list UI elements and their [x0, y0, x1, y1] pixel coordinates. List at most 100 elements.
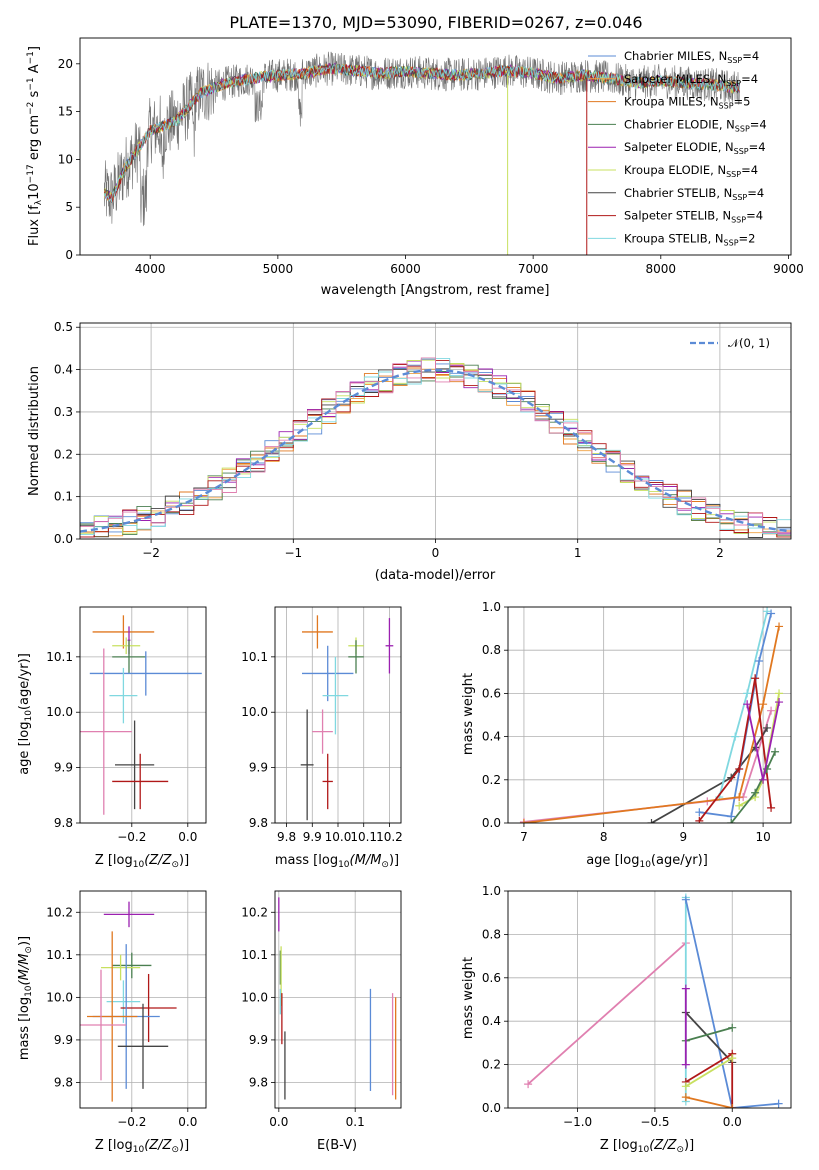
- mass-weight-marker: [524, 1080, 533, 1089]
- mass-weight-marker: [735, 765, 744, 773]
- errorbar-point: [112, 637, 141, 655]
- residual-y-label: Normed distribution: [27, 366, 42, 496]
- mass-weight-marker: [767, 609, 776, 618]
- mass-weight-lines: [519, 607, 784, 823]
- y-tick-label: 10.0: [241, 705, 268, 719]
- mass-weight-marker: [767, 706, 776, 715]
- model-spectrum-line: [103, 63, 740, 203]
- errorbar-point: [115, 720, 155, 810]
- y-tick-label: 10.0: [241, 990, 268, 1004]
- y-tick-label: 0.5: [54, 320, 73, 334]
- spectrum-legend-label: Salpeter ELODIE, NSSP=4: [624, 140, 766, 156]
- y-tick-label: 0.3: [54, 405, 73, 419]
- y-tick-label: 0.6: [482, 686, 501, 700]
- age-mass-x-label: mass [log10(M/M⊙)]: [275, 853, 399, 870]
- spectrum-legend-label: Kroupa ELODIE, NSSP=4: [624, 163, 758, 179]
- y-tick-label: 9.8: [249, 816, 268, 830]
- x-tick-label: 2: [716, 546, 724, 560]
- mass-weight-marker: [751, 674, 760, 683]
- axes-frame: [79, 606, 207, 824]
- spectrum-legend: Chabrier MILES, NSSP=4 Salpeter MILES, NS…: [588, 49, 767, 247]
- errorbar-point: [103, 901, 155, 928]
- errorbar-point: [300, 709, 314, 821]
- mass-weight-marker: [759, 700, 768, 709]
- axes-frame: [79, 37, 792, 256]
- mass-weight-marker: [695, 816, 704, 823]
- y-tick-label: 10.1: [241, 650, 268, 664]
- x-tick-label: 8: [600, 830, 608, 844]
- mass-weight-lines: [524, 893, 783, 1108]
- y-tick-label: 0.4: [482, 1014, 501, 1028]
- mass-vs-metallicity-plot: −0.2 0.0 9.8 9.9 10.0 10.1 10.2: [46, 890, 207, 1129]
- y-tick-label: 10.2: [46, 905, 73, 919]
- age-z-x-label: Z [log10(Z/Z⊙)]: [95, 853, 189, 870]
- x-tick-label: −0.2: [117, 1115, 146, 1129]
- mass-weight-marker: [727, 819, 736, 823]
- y-tick-label: 9.9: [54, 761, 73, 775]
- errorbar-points: [278, 897, 397, 1100]
- mass-weight-vs-metallicity-plot: −1.0 −0.5 0.0 0.0 0.2 0.4 0.6 0.8 1.0: [482, 884, 792, 1129]
- age-vs-mass-plot: 9.8 9.9 10.010.110.29.89.910.010.1: [241, 606, 403, 844]
- mass-weight-series: [527, 942, 687, 1085]
- y-tick-label: 1.0: [482, 600, 501, 614]
- y-tick-label: 10.0: [46, 705, 73, 719]
- axes-frame: [274, 890, 402, 1109]
- x-tick-label: −1: [284, 546, 302, 560]
- errorbar-point: [302, 615, 333, 649]
- mass-weight-marker: [728, 1104, 737, 1108]
- x-tick-label: 0.0: [269, 1115, 288, 1129]
- spectrum-plot: 4000 5000 6000 7000 8000 9000 0 5 10 15 20: [58, 37, 804, 276]
- y-tick-label: 9.9: [54, 1033, 73, 1047]
- mass-weight-marker: [763, 723, 772, 732]
- y-tick-label: 0.2: [54, 447, 73, 461]
- y-tick-label: 0.4: [54, 363, 73, 377]
- mass-weight-marker: [728, 1054, 737, 1063]
- x-tick-label: 9.9: [303, 830, 322, 844]
- histogram-steps: [80, 357, 791, 538]
- spectrum-legend-label: Salpeter STELIB, NSSP=4: [624, 209, 763, 225]
- spectrum-lines: [103, 51, 741, 255]
- x-tick-label: 6000: [390, 262, 421, 276]
- x-tick-label: 4000: [135, 262, 166, 276]
- mw-z-x-label: Z [log10(Z/Z⊙)]: [600, 1138, 694, 1155]
- mass-weight-marker: [695, 808, 704, 817]
- x-tick-label: 0.1: [346, 1115, 365, 1129]
- histogram-series: [80, 357, 791, 533]
- errorbar-point: [312, 709, 333, 754]
- mass-weight-series: [698, 678, 772, 822]
- y-tick-label: 10.1: [46, 650, 73, 664]
- mass-z-x-label: Z [log10(Z/Z⊙)]: [95, 1138, 189, 1155]
- x-tick-label: 1: [574, 546, 582, 560]
- spectrum-y-label: Flux [fλ10−17 erg cm−2 s−1 A−1]: [26, 46, 44, 246]
- mass-weight-marker: [775, 698, 784, 707]
- mass-weight-marker: [731, 732, 740, 741]
- y-tick-label: 0.8: [482, 927, 501, 941]
- mass-weight-series: [730, 751, 776, 823]
- x-tick-label: −1.0: [563, 1115, 592, 1129]
- axes-frame: [79, 322, 792, 540]
- errorbar-point: [80, 969, 127, 1081]
- mass-weight-series: [685, 1057, 733, 1088]
- mass-ebv-x-label: E(B-V): [317, 1138, 357, 1153]
- spectrum-legend-label: Chabrier MILES, NSSP=4: [624, 49, 759, 65]
- x-tick-label: 7: [520, 830, 528, 844]
- x-tick-label: 9.8: [277, 830, 296, 844]
- axes-frame: [507, 890, 792, 1109]
- y-tick-label: 9.8: [54, 816, 73, 830]
- errorbar-point: [385, 618, 394, 674]
- mass-weight-series: [685, 1011, 733, 1064]
- mass-weight-marker: [681, 1093, 690, 1102]
- errorbar-point: [109, 667, 138, 724]
- y-tick-label: 0.6: [482, 971, 501, 985]
- spectrum-legend-label: Chabrier ELODIE, NSSP=4: [624, 117, 767, 133]
- y-tick-label: 15: [58, 105, 73, 119]
- mass-vs-extinction-plot: 0.0 0.1 9.8 9.9 10.0 10.1 10.2: [241, 890, 402, 1129]
- spectrum-legend-label: Chabrier STELIB, NSSP=4: [624, 186, 764, 202]
- errorbar-point: [120, 973, 177, 1043]
- mass-weight-marker: [728, 1023, 737, 1032]
- errorbar-point: [101, 954, 141, 981]
- mw-age-y-label: mass weight: [461, 673, 476, 755]
- errorbar-point: [92, 615, 155, 649]
- mass-weight-marker: [735, 793, 744, 802]
